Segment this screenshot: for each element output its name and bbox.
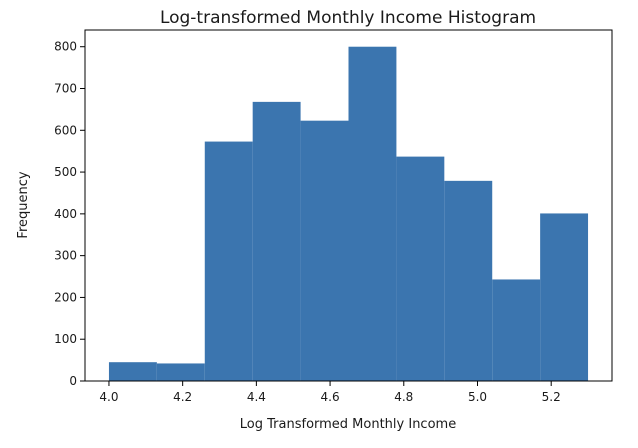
y-tick-label: 600	[54, 123, 77, 137]
x-tick-label: 4.0	[99, 390, 118, 404]
histogram-bar-1	[108, 362, 157, 381]
histogram-bar-2	[156, 363, 205, 381]
y-tick-label: 100	[54, 332, 77, 346]
y-tick-label: 0	[69, 374, 77, 388]
x-tick-label: 5.2	[542, 390, 561, 404]
histogram-bar-5	[300, 120, 349, 382]
y-tick-label: 400	[54, 207, 77, 221]
y-axis-label: Frequency	[16, 171, 31, 238]
histogram-bar-4	[252, 101, 301, 381]
histogram-bar-8	[444, 180, 493, 381]
y-tick-label: 700	[54, 82, 77, 96]
bars-group	[108, 46, 589, 382]
histogram-bar-6	[348, 46, 397, 381]
histogram-bar-10	[540, 213, 589, 381]
chart-title: Log-transformed Monthly Income Histogram	[160, 8, 536, 28]
y-axis-ticks: 0 100 200 300 400 500 600 700 800	[54, 40, 85, 388]
y-tick-label: 300	[54, 249, 77, 263]
x-tick-label: 5.0	[468, 390, 487, 404]
plot-frame	[84, 29, 613, 382]
y-tick-label: 800	[54, 40, 77, 54]
x-axis-label: Log Transformed Monthly Income	[240, 417, 456, 432]
histogram-bar-9	[492, 279, 541, 381]
y-tick-label: 500	[54, 165, 77, 179]
histogram-bar-7	[396, 156, 445, 381]
histogram-bar-3	[204, 141, 253, 381]
x-tick-label: 4.6	[321, 390, 340, 404]
x-tick-label: 4.4	[247, 390, 266, 404]
x-tick-label: 4.2	[173, 390, 192, 404]
x-axis-ticks: 4.0 4.2 4.4 4.6 4.8 5.0 5.2	[99, 381, 561, 404]
x-tick-label: 4.8	[394, 390, 413, 404]
y-tick-label: 200	[54, 290, 77, 304]
